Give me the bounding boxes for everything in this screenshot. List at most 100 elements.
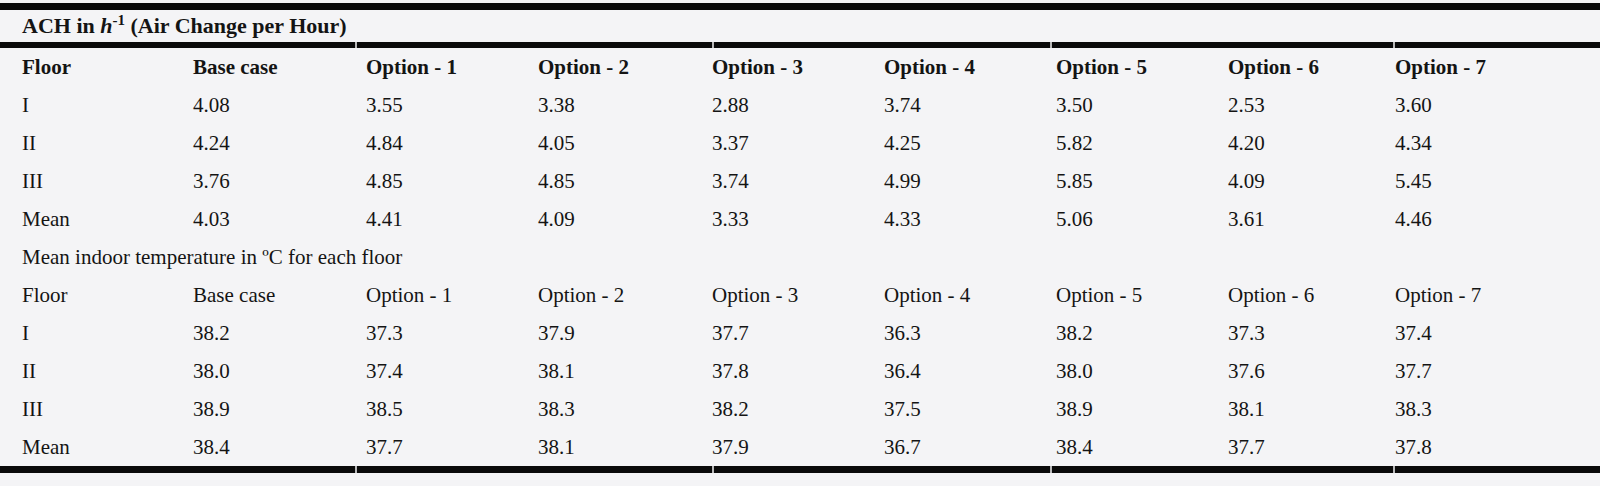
data-cell: 37.8 bbox=[690, 352, 862, 390]
data-cell: 4.85 bbox=[344, 162, 516, 200]
data-cell: 4.46 bbox=[1373, 200, 1600, 238]
table-header-rule bbox=[0, 42, 1600, 48]
rule-break bbox=[1050, 42, 1052, 48]
table-row: III 38.9 38.5 38.3 38.2 37.5 38.9 38.1 3… bbox=[0, 390, 1600, 428]
data-cell: 2.53 bbox=[1206, 86, 1373, 124]
header-cell-floor: Floor bbox=[0, 48, 171, 86]
data-cell: 3.60 bbox=[1373, 86, 1600, 124]
data-cell: 5.85 bbox=[1034, 162, 1206, 200]
data-cell: 5.82 bbox=[1034, 124, 1206, 162]
header-cell-floor: Floor bbox=[0, 276, 171, 314]
data-cell: 4.20 bbox=[1206, 124, 1373, 162]
data-cell: 4.09 bbox=[516, 200, 690, 238]
header-cell-option-2: Option - 2 bbox=[516, 48, 690, 86]
header-cell-option-4: Option - 4 bbox=[862, 48, 1034, 86]
header-cell-option-7: Option - 7 bbox=[1373, 276, 1600, 314]
data-cell: 37.9 bbox=[516, 314, 690, 352]
table-title-suffix: (Air Change per Hour) bbox=[125, 13, 347, 38]
data-cell: 36.7 bbox=[862, 428, 1034, 466]
table-row: I 38.2 37.3 37.9 37.7 36.3 38.2 37.3 37.… bbox=[0, 314, 1600, 352]
data-cell: 37.5 bbox=[862, 390, 1034, 428]
header-cell-option-6: Option - 6 bbox=[1206, 276, 1373, 314]
data-cell: 4.34 bbox=[1373, 124, 1600, 162]
data-cell: 37.3 bbox=[344, 314, 516, 352]
row-label: Mean bbox=[0, 200, 171, 238]
header-cell-option-2: Option - 2 bbox=[516, 276, 690, 314]
data-cell: 37.7 bbox=[344, 428, 516, 466]
table-title: ACH in h-1 (Air Change per Hour) bbox=[0, 10, 1600, 42]
data-cell: 2.88 bbox=[690, 86, 862, 124]
data-cell: 38.1 bbox=[516, 428, 690, 466]
data-cell: 3.55 bbox=[344, 86, 516, 124]
data-cell: 37.7 bbox=[1206, 428, 1373, 466]
data-cell: 38.5 bbox=[344, 390, 516, 428]
data-cell: 4.41 bbox=[344, 200, 516, 238]
rule-break bbox=[712, 42, 714, 48]
row-label: III bbox=[0, 390, 171, 428]
header-cell-base-case: Base case bbox=[171, 276, 344, 314]
data-cell: 4.33 bbox=[862, 200, 1034, 238]
data-cell: 38.9 bbox=[1034, 390, 1206, 428]
data-cell: 3.50 bbox=[1034, 86, 1206, 124]
table-row: II 38.0 37.4 38.1 37.8 36.4 38.0 37.6 37… bbox=[0, 352, 1600, 390]
data-cell: 38.1 bbox=[1206, 390, 1373, 428]
table-header-row: Floor Base case Option - 1 Option - 2 Op… bbox=[0, 48, 1600, 86]
header-cell-base-case: Base case bbox=[171, 48, 344, 86]
data-cell: 38.2 bbox=[171, 314, 344, 352]
math-exponent: -1 bbox=[113, 12, 126, 28]
header-cell-option-3: Option - 3 bbox=[690, 48, 862, 86]
rule-break bbox=[1393, 42, 1395, 48]
row-label: Mean bbox=[0, 428, 171, 466]
data-cell: 38.0 bbox=[171, 352, 344, 390]
section-title-temperature: Mean indoor temperature in ºC for each f… bbox=[0, 238, 1600, 276]
data-cell: 4.09 bbox=[1206, 162, 1373, 200]
data-cell: 37.6 bbox=[1206, 352, 1373, 390]
row-label: I bbox=[0, 86, 171, 124]
row-label: III bbox=[0, 162, 171, 200]
data-cell: 38.4 bbox=[1034, 428, 1206, 466]
data-cell: 3.76 bbox=[171, 162, 344, 200]
math-symbol-h: h bbox=[100, 13, 112, 38]
data-cell: 5.45 bbox=[1373, 162, 1600, 200]
header-cell-option-6: Option - 6 bbox=[1206, 48, 1373, 86]
data-cell: 3.38 bbox=[516, 86, 690, 124]
header-cell-option-3: Option - 3 bbox=[690, 276, 862, 314]
row-label: I bbox=[0, 314, 171, 352]
table-title-prefix: ACH in bbox=[22, 13, 100, 38]
data-cell: 38.2 bbox=[1034, 314, 1206, 352]
data-cell: 37.7 bbox=[690, 314, 862, 352]
rule-break bbox=[712, 466, 714, 473]
rule-break bbox=[355, 466, 357, 473]
data-cell: 4.05 bbox=[516, 124, 690, 162]
data-cell: 4.03 bbox=[171, 200, 344, 238]
data-cell: 4.24 bbox=[171, 124, 344, 162]
header-cell-option-5: Option - 5 bbox=[1034, 48, 1206, 86]
table-row: Mean 38.4 37.7 38.1 37.9 36.7 38.4 37.7 … bbox=[0, 428, 1600, 466]
rule-break bbox=[1393, 466, 1395, 473]
data-cell: 38.2 bbox=[690, 390, 862, 428]
table-header-row: Floor Base case Option - 1 Option - 2 Op… bbox=[0, 276, 1600, 314]
data-cell: 4.84 bbox=[344, 124, 516, 162]
ach-table: Floor Base case Option - 1 Option - 2 Op… bbox=[0, 48, 1600, 238]
table-row: III 3.76 4.85 4.85 3.74 4.99 5.85 4.09 5… bbox=[0, 162, 1600, 200]
data-cell: 3.74 bbox=[862, 86, 1034, 124]
data-cell: 38.1 bbox=[516, 352, 690, 390]
table-bottom-rule bbox=[0, 466, 1600, 473]
table-top-rule bbox=[0, 3, 1600, 10]
data-cell: 3.74 bbox=[690, 162, 862, 200]
table-row: I 4.08 3.55 3.38 2.88 3.74 3.50 2.53 3.6… bbox=[0, 86, 1600, 124]
data-cell: 4.25 bbox=[862, 124, 1034, 162]
header-cell-option-1: Option - 1 bbox=[344, 276, 516, 314]
data-cell: 37.3 bbox=[1206, 314, 1373, 352]
data-cell: 38.3 bbox=[516, 390, 690, 428]
table-row: Mean 4.03 4.41 4.09 3.33 4.33 5.06 3.61 … bbox=[0, 200, 1600, 238]
row-label: II bbox=[0, 352, 171, 390]
data-cell: 3.33 bbox=[690, 200, 862, 238]
table-row: II 4.24 4.84 4.05 3.37 4.25 5.82 4.20 4.… bbox=[0, 124, 1600, 162]
data-cell: 5.06 bbox=[1034, 200, 1206, 238]
data-cell: 36.4 bbox=[862, 352, 1034, 390]
data-cell: 4.08 bbox=[171, 86, 344, 124]
data-cell: 38.4 bbox=[171, 428, 344, 466]
header-cell-option-5: Option - 5 bbox=[1034, 276, 1206, 314]
data-cell: 37.8 bbox=[1373, 428, 1600, 466]
